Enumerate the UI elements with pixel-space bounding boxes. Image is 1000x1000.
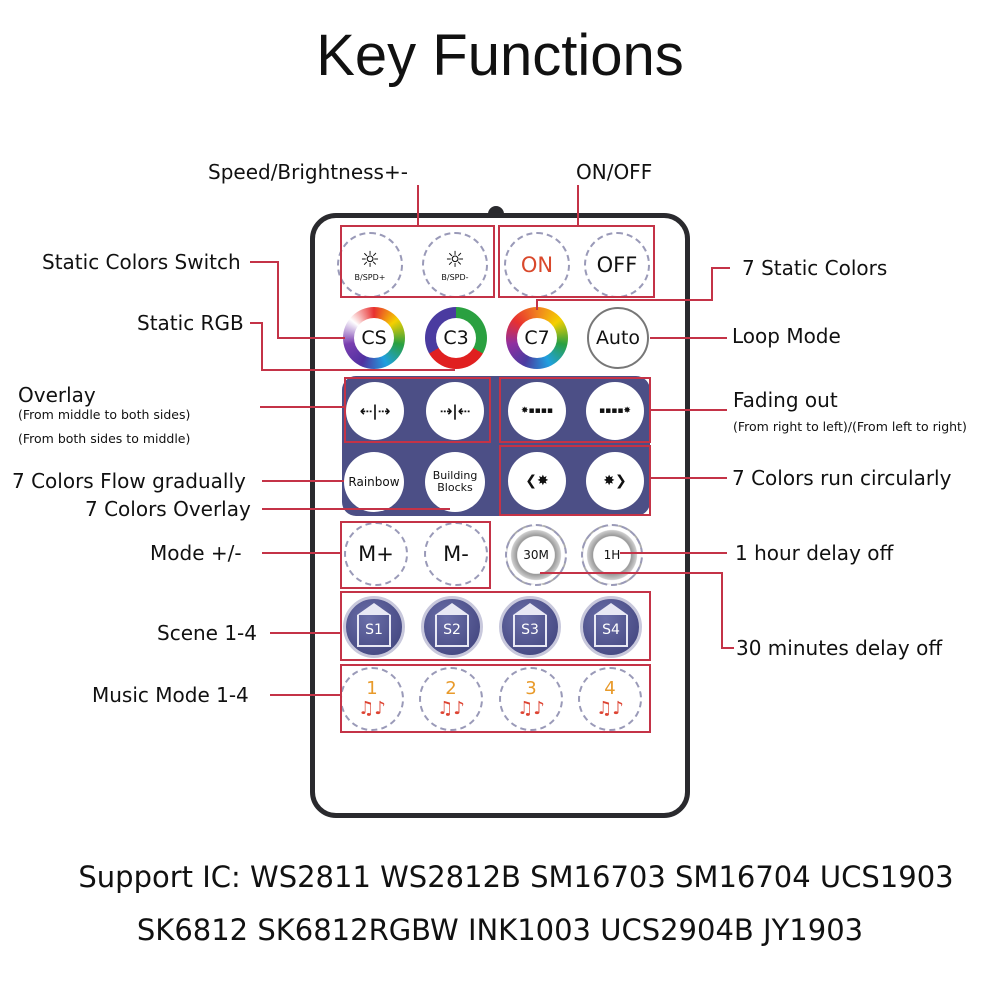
button-label: C7 bbox=[517, 318, 557, 358]
button-label: CS bbox=[354, 318, 394, 358]
mode-plus-button[interactable]: M+ bbox=[344, 522, 408, 586]
music-3-button[interactable]: 3 ♫♪ bbox=[499, 667, 563, 731]
label-minutes-delay: 30 minutes delay off bbox=[736, 636, 943, 660]
music-1-button[interactable]: 1 ♫♪ bbox=[340, 667, 404, 731]
house-icon: S1 bbox=[357, 603, 391, 647]
button-label: 1 bbox=[366, 678, 378, 699]
fade-left-to-right-button[interactable]: ▪▪▪▪✸ bbox=[586, 382, 644, 440]
highlight-mode bbox=[340, 521, 491, 589]
label-overlay-sub1: (From middle to both sides) bbox=[18, 407, 191, 422]
house-icon: S2 bbox=[435, 603, 469, 647]
button-label: S2 bbox=[443, 622, 461, 638]
mode-minus-button[interactable]: M- bbox=[424, 522, 488, 586]
label-fading-out: Fading out bbox=[733, 388, 838, 412]
highlight-overlay bbox=[344, 377, 491, 443]
button-label: S1 bbox=[365, 622, 383, 638]
c7-button[interactable]: C7 bbox=[506, 307, 568, 369]
circular-right-button[interactable]: ✸❯ bbox=[586, 452, 644, 510]
auto-button[interactable]: Auto bbox=[587, 307, 649, 369]
sun-minus-icon: ☼ bbox=[445, 248, 465, 273]
highlight-circular bbox=[499, 445, 651, 516]
highlight-music bbox=[340, 664, 651, 733]
timer-1h-button[interactable]: 1H bbox=[581, 524, 643, 586]
overlay-in-button[interactable]: ⇢|⇠ bbox=[426, 382, 484, 440]
button-label: B/SPD- bbox=[441, 273, 469, 282]
scene-4-button[interactable]: S4 bbox=[580, 596, 642, 658]
highlight-on-off bbox=[498, 225, 655, 298]
button-label: 3 bbox=[525, 678, 537, 699]
overlay-out-button[interactable]: ⇠|⇢ bbox=[346, 382, 404, 440]
music-note-icon: ♫♪ bbox=[358, 698, 386, 719]
label-on-off: ON/OFF bbox=[576, 160, 653, 184]
button-label: 2 bbox=[445, 678, 457, 699]
on-button[interactable]: ON bbox=[504, 232, 570, 298]
label-mode: Mode +/- bbox=[150, 541, 242, 565]
label-static-rgb: Static RGB bbox=[137, 311, 244, 335]
sun-plus-icon: ☼ bbox=[360, 248, 380, 273]
label-overlay: Overlay bbox=[18, 383, 96, 407]
scene-3-button[interactable]: S3 bbox=[499, 596, 561, 658]
label-music: Music Mode 1-4 bbox=[92, 683, 249, 707]
label-hour-delay: 1 hour delay off bbox=[735, 541, 894, 565]
c3-button[interactable]: C3 bbox=[425, 307, 487, 369]
music-4-button[interactable]: 4 ♫♪ bbox=[578, 667, 642, 731]
label-fading-out-sub: (From right to left)/(From left to right… bbox=[733, 419, 967, 434]
button-label: 4 bbox=[604, 678, 616, 699]
fade-right-to-left-button[interactable]: ✸▪▪▪▪ bbox=[508, 382, 566, 440]
label-scene: Scene 1-4 bbox=[157, 621, 257, 645]
button-label: S4 bbox=[602, 622, 620, 638]
music-note-icon: ♫♪ bbox=[596, 698, 624, 719]
highlight-fading bbox=[499, 377, 651, 443]
page-title: Key Functions bbox=[316, 23, 684, 88]
building-blocks-button[interactable]: Building Blocks bbox=[425, 452, 485, 512]
rainbow-button[interactable]: Rainbow bbox=[344, 452, 404, 512]
remote-top-notch bbox=[488, 206, 504, 216]
label-7-static-colors: 7 Static Colors bbox=[742, 256, 888, 280]
scene-2-button[interactable]: S2 bbox=[421, 596, 483, 658]
label-loop-mode: Loop Mode bbox=[732, 324, 841, 348]
house-icon: S3 bbox=[513, 603, 547, 647]
label-static-colors-switch: Static Colors Switch bbox=[42, 250, 241, 274]
circular-left-button[interactable]: ❮✸ bbox=[508, 452, 566, 510]
highlight-speed-brightness bbox=[340, 225, 495, 298]
cs-button[interactable]: CS bbox=[343, 307, 405, 369]
label-speed-brightness: Speed/Brightness+- bbox=[208, 160, 408, 184]
music-note-icon: ♫♪ bbox=[437, 698, 465, 719]
off-button[interactable]: OFF bbox=[584, 232, 650, 298]
scene-1-button[interactable]: S1 bbox=[343, 596, 405, 658]
support-ic-line2: SK6812 SK6812RGBW INK1003 UCS2904B JY190… bbox=[136, 913, 864, 947]
button-label: C3 bbox=[436, 318, 476, 358]
house-icon: S4 bbox=[594, 603, 628, 647]
label-overlay-sub2: (From both sides to middle) bbox=[18, 431, 191, 446]
label-run-circularly: 7 Colors run circularly bbox=[732, 466, 952, 490]
music-note-icon: ♫♪ bbox=[517, 698, 545, 719]
music-2-button[interactable]: 2 ♫♪ bbox=[419, 667, 483, 731]
brightness-plus-button[interactable]: ☼ B/SPD+ bbox=[337, 232, 403, 298]
highlight-scene bbox=[340, 591, 651, 661]
brightness-minus-button[interactable]: ☼ B/SPD- bbox=[422, 232, 488, 298]
label-flow-gradually: 7 Colors Flow gradually bbox=[12, 469, 246, 493]
timer-30m-button[interactable]: 30M bbox=[505, 524, 567, 586]
button-label: S3 bbox=[521, 622, 539, 638]
label-colors-overlay: 7 Colors Overlay bbox=[85, 497, 251, 521]
button-label: B/SPD+ bbox=[354, 273, 386, 282]
support-ic-line1: Support IC: WS2811 WS2812B SM16703 SM167… bbox=[78, 860, 954, 894]
